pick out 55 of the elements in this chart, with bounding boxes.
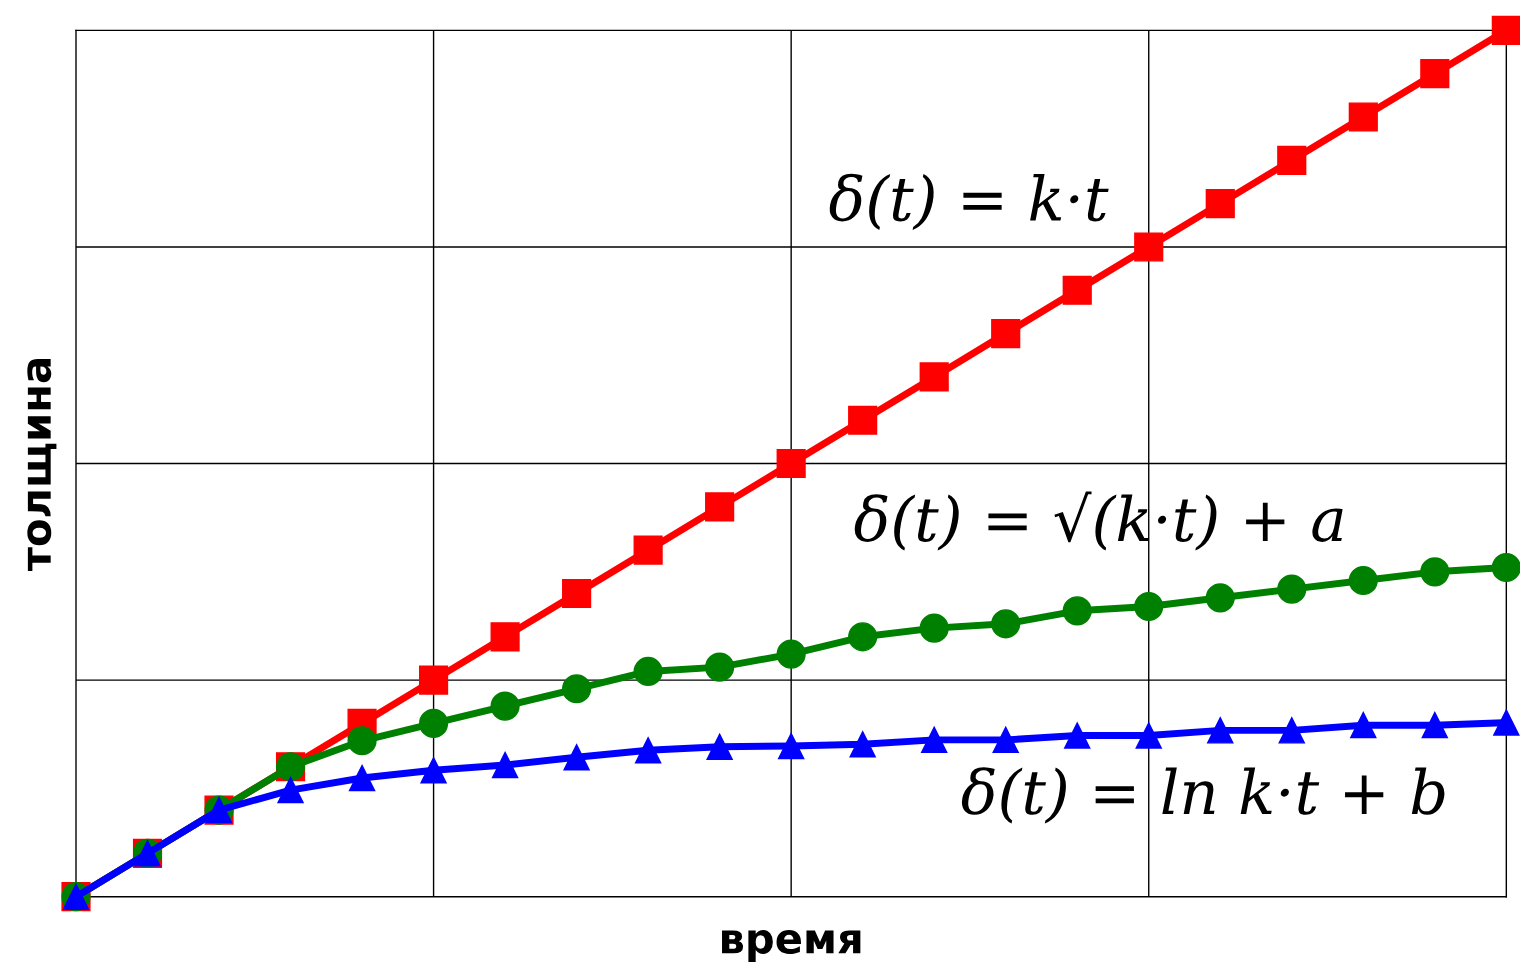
point <box>277 776 304 804</box>
point <box>348 764 376 792</box>
point <box>1348 102 1378 132</box>
point <box>705 652 735 682</box>
point <box>418 708 449 739</box>
point <box>490 622 520 652</box>
point <box>1134 232 1164 262</box>
point <box>418 665 449 695</box>
point <box>490 691 520 721</box>
point <box>991 609 1021 639</box>
point <box>991 319 1021 349</box>
point <box>1350 711 1377 739</box>
point <box>705 492 735 522</box>
point <box>1134 591 1164 622</box>
point <box>491 751 519 779</box>
point <box>562 674 592 704</box>
point <box>1064 722 1091 749</box>
point <box>1062 596 1092 626</box>
point <box>1278 717 1305 744</box>
point <box>777 732 805 760</box>
point <box>1062 275 1092 305</box>
point <box>1348 565 1378 596</box>
point <box>634 737 662 764</box>
point <box>1421 711 1449 739</box>
point <box>1135 722 1162 749</box>
x-axis-title: время <box>722 930 861 963</box>
point <box>1491 552 1520 583</box>
point <box>1277 145 1307 175</box>
point <box>1493 709 1520 736</box>
point <box>1277 574 1307 604</box>
point <box>633 656 663 687</box>
point <box>633 535 663 565</box>
y-axis-title: толщина <box>27 359 57 572</box>
point <box>563 744 590 771</box>
point <box>776 448 806 479</box>
point <box>1205 189 1235 219</box>
point <box>706 733 733 761</box>
point <box>848 405 878 435</box>
point <box>1491 15 1520 45</box>
point <box>919 613 949 643</box>
point <box>562 578 592 609</box>
point <box>992 726 1019 754</box>
point <box>1420 59 1450 89</box>
point <box>848 622 878 652</box>
point <box>420 757 447 784</box>
point <box>920 726 948 754</box>
annotation: δ(t) = ln k·t + b <box>961 767 1445 824</box>
point <box>776 639 806 669</box>
point <box>1205 583 1235 613</box>
annotation: δ(t) = k·t <box>829 173 1109 231</box>
point <box>919 362 949 392</box>
point <box>1207 717 1234 744</box>
point <box>849 731 876 758</box>
point <box>1420 557 1450 587</box>
point <box>347 726 377 756</box>
